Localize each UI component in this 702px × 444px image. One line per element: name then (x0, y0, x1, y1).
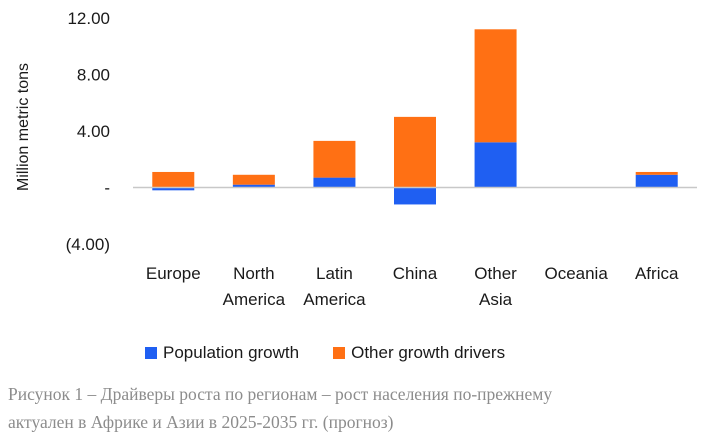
y-axis-title: Million metric tons (15, 63, 32, 191)
bar-segment (313, 177, 356, 188)
category-label: China (393, 264, 438, 283)
legend: Population growth Other growth drivers (145, 343, 539, 363)
y-tick-label: (4.00) (66, 235, 110, 254)
bar-segment (232, 184, 275, 188)
y-axis-ticks: 12.00 8.00 4.00 - (4.00) (66, 9, 110, 254)
y-tick-label: 4.00 (77, 122, 110, 141)
bar-segment (635, 174, 678, 188)
category-label: Africa (635, 264, 679, 283)
legend-label-population: Population growth (163, 343, 300, 362)
category-label: Other Asia (474, 264, 517, 309)
caption-line-2: актуален в Африке и Азии в 2025-2035 гг.… (8, 412, 394, 432)
bar-segment (152, 171, 195, 188)
bars (152, 29, 678, 205)
category-labels: Europe North America Latin America China Other… (146, 264, 679, 309)
bar-segment (313, 140, 356, 178)
bar-segment (394, 116, 436, 188)
bar-segment (394, 187, 436, 205)
legend-swatch-population (145, 347, 157, 359)
legend-item-other: Other growth drivers (333, 343, 505, 363)
caption-line-1: Рисунок 1 – Драйверы роста по регионам –… (8, 384, 553, 404)
category-label: Europe (146, 264, 201, 283)
y-tick-label: 8.00 (77, 66, 110, 85)
figure-caption: Рисунок 1 – Драйверы роста по регионам –… (8, 380, 698, 436)
legend-item-population: Population growth (145, 343, 299, 363)
chart: 12.00 8.00 4.00 - (4.00) Europe North America L… (15, 9, 697, 309)
bar-segment (232, 174, 275, 185)
bar-segment (152, 187, 195, 191)
bar-segment (474, 142, 517, 188)
legend-label-other: Other growth drivers (351, 343, 506, 362)
bar-segment (474, 29, 517, 143)
y-tick-label: - (104, 179, 110, 198)
category-label: Oceania (544, 264, 608, 283)
category-label: Latin America (303, 264, 366, 309)
category-label: North America (223, 264, 286, 309)
y-tick-label: 12.00 (67, 9, 110, 28)
bar-segment (635, 171, 678, 175)
legend-swatch-other (333, 347, 346, 359)
